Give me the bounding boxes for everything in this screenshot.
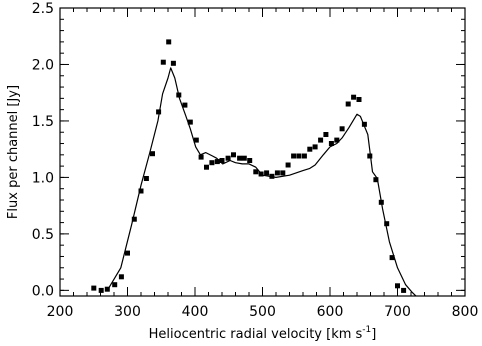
data-point [156, 109, 162, 115]
y-tick-label: 1.0 [32, 170, 54, 186]
x-axis-title: Heliocentric radial velocity [km s-1] [149, 325, 377, 342]
data-point [312, 144, 318, 150]
x-axis-title-superscript: -1 [362, 325, 371, 335]
data-point [219, 158, 225, 163]
data-point [291, 153, 297, 159]
data-point [231, 152, 236, 158]
data-point [356, 97, 362, 102]
model-profile-line [106, 67, 417, 296]
y-axis-title: Flux per channel [Jy] [6, 85, 21, 219]
major-ticks [59, 7, 466, 296]
data-point [198, 154, 204, 160]
data-point [285, 162, 291, 168]
data-point [118, 274, 124, 280]
y-tick-label: 1.5 [32, 114, 54, 130]
data-point [334, 137, 340, 143]
data-point [209, 160, 215, 166]
data-point [138, 188, 144, 194]
data-point [328, 141, 334, 146]
x-tick-label: 500 [249, 304, 276, 320]
data-point [345, 101, 351, 107]
data-point [389, 255, 395, 261]
y-tick-label: 2.0 [32, 57, 54, 73]
data-point [214, 159, 220, 165]
data-point [247, 158, 253, 163]
data-point [351, 94, 357, 100]
y-tick-label: 0.5 [32, 227, 54, 243]
data-point [384, 221, 390, 227]
x-tick-label: 800 [452, 304, 479, 320]
plot-marks [91, 39, 417, 296]
data-point [166, 39, 172, 45]
data-point [323, 132, 329, 137]
data-point [237, 155, 243, 161]
plot-frame [59, 7, 466, 297]
data-point [395, 283, 400, 289]
data-point [225, 155, 231, 161]
data-point [296, 153, 302, 159]
data-point [204, 164, 209, 170]
x-tick-label: 300 [114, 304, 141, 320]
x-axis-title-close: ] [371, 327, 376, 342]
data-point [104, 286, 110, 292]
data-point [373, 177, 379, 183]
data-point [150, 151, 155, 157]
data-point [280, 170, 286, 176]
x-tick-label: 600 [317, 304, 344, 320]
data-point [274, 170, 280, 176]
data-point [264, 170, 270, 176]
data-point [182, 102, 188, 108]
data-point [193, 137, 199, 143]
x-tick-label: 400 [182, 304, 209, 320]
data-point [401, 287, 407, 293]
data-point [367, 153, 373, 159]
data-point [98, 287, 104, 293]
data-point [339, 126, 345, 132]
y-tick-label: 0.0 [32, 283, 54, 299]
data-point [143, 176, 149, 181]
data-point [241, 155, 247, 161]
data-point [307, 146, 313, 152]
data-point [187, 119, 193, 125]
data-point [170, 60, 176, 66]
y-tick-label: 2.5 [32, 1, 54, 17]
data-point [318, 137, 324, 143]
x-tick-label: 700 [384, 304, 411, 320]
data-point [160, 59, 166, 65]
minor-ticks [59, 7, 466, 296]
x-axis-title-main: Heliocentric radial velocity [km s [149, 327, 363, 342]
data-point [361, 121, 367, 127]
tick-labels: 200 300 400 500 600 700 800 0.0 0.5 1.0 1.5 2.0 2.5 [32, 1, 479, 320]
data-point [253, 169, 259, 175]
data-point [125, 250, 130, 256]
data-point [91, 285, 97, 291]
data-point [131, 216, 137, 222]
data-point [112, 282, 118, 288]
x-tick-label: 200 [47, 304, 74, 320]
data-point [301, 153, 307, 159]
